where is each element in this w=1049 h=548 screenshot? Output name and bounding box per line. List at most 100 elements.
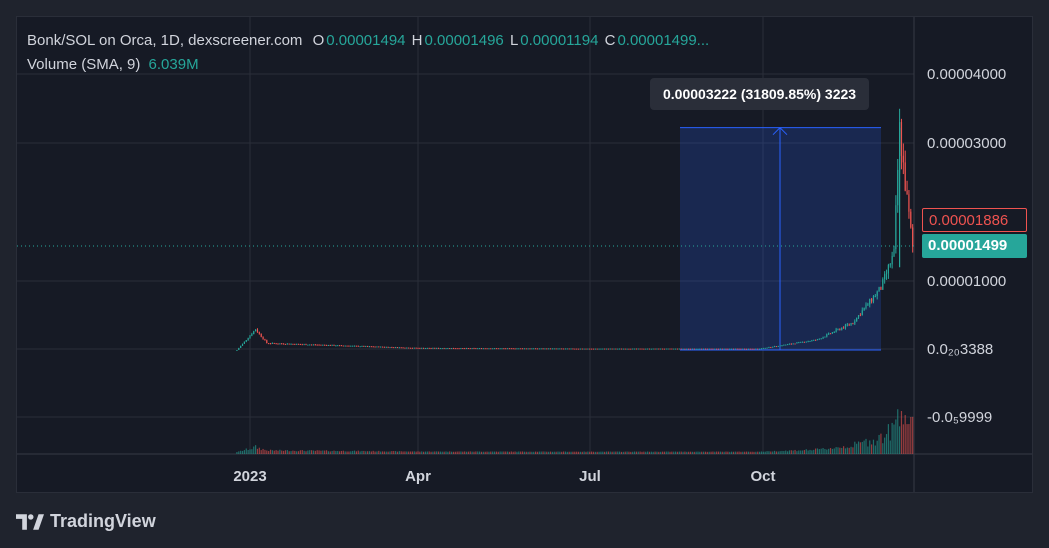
volume-bar bbox=[658, 451, 660, 454]
volume-bar bbox=[238, 451, 240, 454]
volume-bar bbox=[617, 451, 619, 454]
volume-bar bbox=[480, 451, 483, 454]
volume-bar bbox=[421, 451, 423, 454]
candle-body bbox=[824, 336, 826, 338]
volume-bar bbox=[714, 451, 716, 454]
price-chart[interactable]: 0.00004000 0.00003000 0.00001000 0.0₂₀3388 -… bbox=[17, 17, 1032, 492]
volume-bar bbox=[701, 451, 703, 454]
volume-bar bbox=[839, 447, 841, 454]
candle-body bbox=[671, 348, 673, 350]
y-tick-label: 0.00003000 bbox=[927, 135, 1006, 152]
x-tick-label: Jul bbox=[579, 468, 601, 485]
volume-bar bbox=[751, 451, 753, 454]
measure-tool bbox=[680, 126, 881, 351]
volume-bar bbox=[415, 451, 417, 454]
candle-body bbox=[495, 348, 497, 350]
volume-bar bbox=[583, 451, 585, 454]
volume-bar bbox=[333, 450, 335, 454]
candle-body bbox=[688, 348, 690, 350]
candle-body bbox=[900, 122, 903, 156]
candle-body bbox=[350, 345, 352, 347]
candle-body bbox=[740, 348, 742, 350]
candle-body bbox=[682, 348, 684, 350]
volume-bar bbox=[273, 450, 275, 454]
volume-bar bbox=[402, 451, 404, 454]
volume-bar bbox=[727, 451, 729, 454]
candle-body bbox=[721, 348, 723, 350]
candle-body bbox=[732, 348, 735, 350]
volume-bar bbox=[734, 451, 736, 454]
volume-bar bbox=[596, 451, 598, 454]
volume-bar bbox=[725, 451, 727, 454]
chart-pane[interactable]: 0.00004000 0.00003000 0.00001000 0.0₂₀3388 -… bbox=[16, 16, 1033, 493]
candle-body bbox=[548, 348, 550, 350]
volume-bar bbox=[807, 450, 809, 454]
candle-body bbox=[563, 348, 565, 350]
low-key: L bbox=[509, 32, 519, 49]
candle-body bbox=[619, 348, 621, 350]
volume-bar bbox=[374, 451, 376, 454]
candle-body bbox=[742, 348, 744, 350]
candle-body bbox=[755, 348, 757, 350]
candle-body bbox=[296, 343, 298, 345]
volume-bar bbox=[294, 450, 296, 454]
volume-bar bbox=[600, 451, 602, 454]
candle-body bbox=[284, 343, 287, 345]
volume-bar bbox=[269, 449, 272, 454]
candle-body bbox=[361, 345, 363, 347]
volume-bar bbox=[801, 450, 804, 454]
tradingview-brand[interactable]: TradingView bbox=[16, 511, 156, 532]
candle-body bbox=[912, 227, 914, 247]
candle-body bbox=[402, 347, 404, 349]
volume-bar bbox=[632, 451, 634, 454]
volume-bar bbox=[828, 448, 830, 454]
volume-bar bbox=[716, 451, 718, 454]
candle-body bbox=[605, 348, 608, 350]
candle-body bbox=[897, 169, 899, 206]
candle-body bbox=[363, 345, 365, 347]
candle-body bbox=[380, 346, 382, 348]
candle-body bbox=[854, 321, 856, 324]
volume-bar bbox=[268, 450, 270, 454]
volume-bar bbox=[555, 451, 557, 454]
volume-bar bbox=[783, 451, 785, 454]
candle-body bbox=[396, 347, 399, 349]
candle-body bbox=[477, 348, 479, 350]
candle-body bbox=[549, 348, 552, 350]
volume-bar bbox=[439, 451, 441, 454]
candle-body bbox=[691, 348, 693, 350]
volume-bar bbox=[557, 451, 559, 454]
volume-bar bbox=[753, 451, 755, 454]
candle-body bbox=[486, 348, 488, 350]
candle-body bbox=[452, 348, 455, 350]
volume-bar bbox=[536, 451, 539, 454]
volume-bar bbox=[471, 451, 473, 454]
volume-bar bbox=[712, 451, 714, 454]
volume-bar bbox=[833, 448, 835, 454]
candle-body bbox=[357, 345, 359, 347]
volume-bar bbox=[800, 450, 802, 454]
candle-body bbox=[591, 348, 593, 350]
candle-body bbox=[533, 348, 535, 350]
volume-bar bbox=[322, 450, 324, 454]
candle-body bbox=[283, 343, 285, 345]
candle-body bbox=[292, 343, 294, 345]
volume-bar bbox=[344, 451, 346, 454]
candle-body bbox=[521, 348, 524, 350]
candle-body bbox=[751, 348, 753, 350]
volume-bar bbox=[794, 449, 796, 454]
volume-bar bbox=[678, 451, 680, 454]
volume-bar bbox=[867, 446, 869, 454]
volume-bar bbox=[342, 450, 344, 454]
candle-body bbox=[658, 348, 660, 350]
candle-body bbox=[783, 344, 785, 346]
candle-body bbox=[641, 348, 643, 350]
candle-body bbox=[527, 348, 529, 350]
volume-bar bbox=[813, 449, 815, 454]
volume-bar bbox=[428, 451, 430, 454]
volume-bar bbox=[486, 451, 488, 454]
candle-body bbox=[673, 348, 675, 350]
candle-body bbox=[801, 341, 804, 343]
volume-bar bbox=[337, 451, 339, 454]
candle-body bbox=[766, 347, 768, 349]
